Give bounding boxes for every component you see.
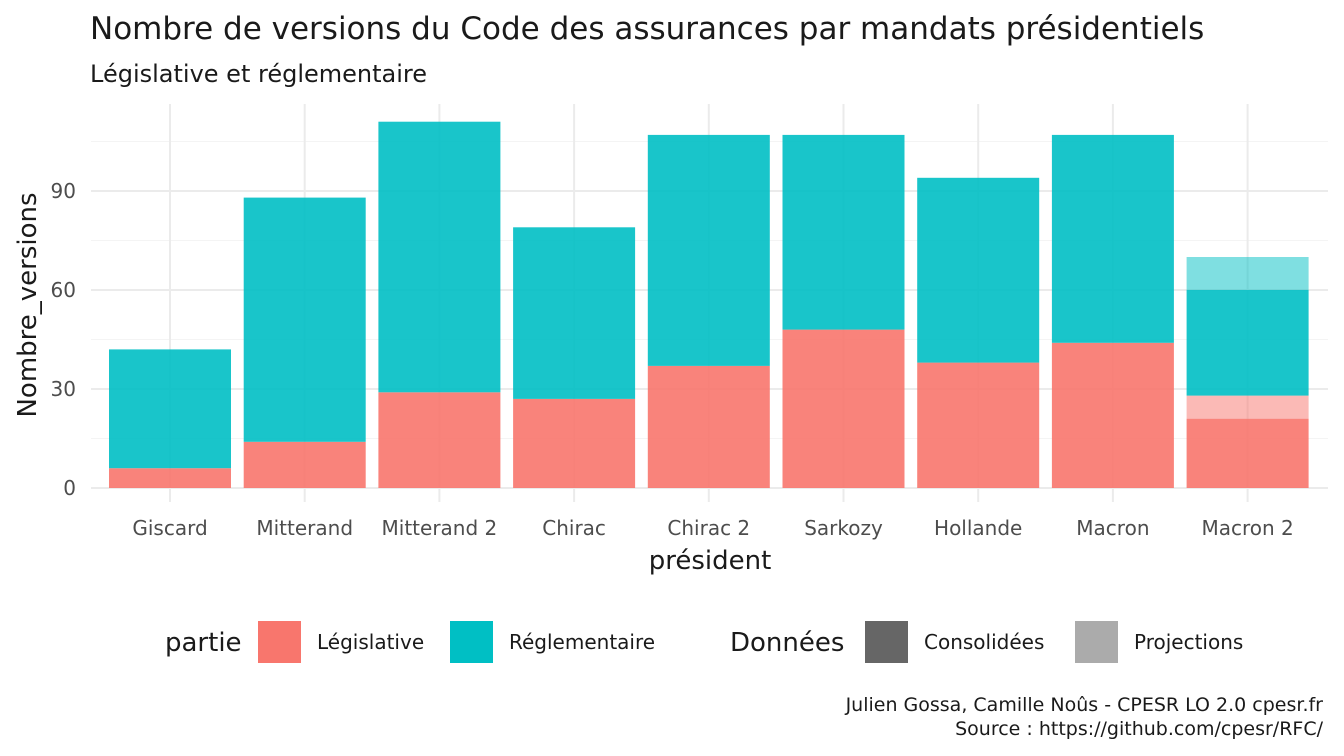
- x-tick-label: Chirac: [542, 516, 606, 540]
- legend-title-donnees: Données: [730, 628, 844, 658]
- bar-segment-legislative-consolidees: [782, 329, 905, 488]
- x-axis-title: président: [649, 546, 772, 576]
- legend-label-reglementaire: Réglementaire: [509, 630, 655, 654]
- bar-segment-reglementaire-consolidees: [1051, 134, 1174, 343]
- bar-segment-reglementaire-consolidees: [782, 134, 905, 330]
- bar-segment-reglementaire-projections: [1186, 257, 1309, 290]
- bars: [109, 121, 1309, 488]
- legend-key-reglementaire: [450, 621, 493, 663]
- legend-key-legislative: [258, 621, 301, 663]
- bar-segment-reglementaire-consolidees: [917, 177, 1040, 363]
- legend-label-consolidees: Consolidées: [924, 630, 1044, 654]
- y-axis-title: Nombre_versions: [13, 192, 43, 417]
- bar-segment-legislative-consolidees: [109, 468, 231, 488]
- x-tick-label: Sarkozy: [804, 516, 883, 540]
- x-tick-label: Chirac 2: [667, 516, 750, 540]
- bar-segment-legislative-consolidees: [917, 362, 1040, 488]
- legend: partie Législative Réglementaire Données…: [165, 621, 1243, 663]
- legend-label-legislative: Législative: [317, 630, 424, 654]
- x-tick-label: Giscard: [132, 516, 207, 540]
- chart-subtitle: Législative et réglementaire: [90, 60, 427, 88]
- bar-segment-legislative-consolidees: [1186, 418, 1309, 488]
- x-tick-label: Hollande: [934, 516, 1022, 540]
- bar-segment-reglementaire-consolidees: [378, 121, 501, 393]
- bar-segment-reglementaire-consolidees: [513, 227, 636, 399]
- legend-label-projections: Projections: [1134, 630, 1243, 654]
- bar-segment-legislative-consolidees: [513, 398, 636, 488]
- bar-segment-legislative-consolidees: [1051, 342, 1174, 488]
- y-tick-label: 90: [51, 179, 76, 203]
- bar-segment-reglementaire-consolidees: [647, 134, 770, 366]
- y-tick-label: 0: [63, 476, 76, 500]
- bar-segment-reglementaire-consolidees: [109, 349, 231, 469]
- y-tick-label: 60: [51, 278, 76, 302]
- bar-segment-legislative-consolidees: [243, 441, 366, 488]
- legend-key-projections: [1075, 621, 1118, 663]
- caption-source: Source : https://github.com/cpesr/RFC/: [955, 718, 1324, 740]
- x-tick-label: Mitterand 2: [382, 516, 498, 540]
- x-tick-label: Mitterand: [256, 516, 353, 540]
- x-axis-ticks: Giscard Mitterand Mitterand 2 Chirac Chirac …: [132, 516, 1293, 540]
- bar-segment-reglementaire-consolidees: [1186, 290, 1309, 396]
- bar-segment-legislative-consolidees: [378, 392, 501, 488]
- caption-authors: Julien Gossa, Camille Noûs - CPESR LO 2.…: [845, 694, 1324, 716]
- legend-title-partie: partie: [165, 628, 242, 658]
- bar-segment-legislative-projections: [1186, 395, 1309, 419]
- x-tick-label: Macron 2: [1201, 516, 1293, 540]
- bar-segment-reglementaire-consolidees: [243, 197, 366, 442]
- chart-title: Nombre de versions du Code des assurance…: [90, 11, 1204, 47]
- x-tick-label: Macron: [1076, 516, 1149, 540]
- y-axis-ticks: 0 30 60 90: [51, 179, 76, 500]
- y-tick-label: 30: [51, 377, 76, 401]
- bar-segment-legislative-consolidees: [647, 365, 770, 488]
- legend-key-consolidees: [865, 621, 908, 663]
